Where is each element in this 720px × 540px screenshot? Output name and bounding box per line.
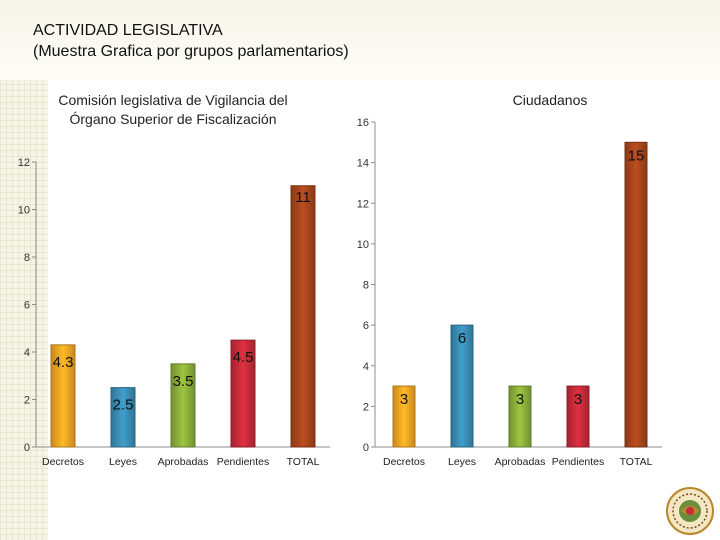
- bar-aprobadas: [508, 385, 532, 448]
- y-tick-label: 10: [18, 205, 30, 217]
- x-tick-label: TOTAL: [620, 456, 653, 468]
- y-tick-label: 10: [357, 239, 369, 251]
- y-tick-label: 2: [363, 401, 369, 413]
- chart-ciudadanos: 0 2 4 6 8 10 12 14 16 3 Decretos 6 Leyes 3 Aprobadas 3 P…: [357, 117, 662, 468]
- bar-leyes: [110, 387, 136, 448]
- y-tick-label: 14: [357, 158, 369, 170]
- y-tick-label: 6: [363, 320, 369, 332]
- y-tick-label: 0: [363, 442, 369, 454]
- data-label: 15: [628, 147, 645, 164]
- coat-of-arms-seal-icon: [666, 487, 714, 535]
- x-tick-label: Aprobadas: [495, 456, 546, 468]
- data-label: 3.5: [173, 373, 194, 390]
- data-label: 3: [574, 391, 582, 408]
- slide-title-line-2: (Muestra Grafica por grupos parlamentari…: [33, 43, 349, 60]
- y-tick-label: 0: [24, 442, 30, 454]
- bar-leyes: [450, 324, 474, 448]
- y-tick-label: 12: [357, 198, 369, 210]
- bar-pendientes: [566, 385, 590, 448]
- chart-vigilancia: 0 2 4 6 8 10 12 4.3 Decretos 2.5 Leyes 3.5 Aprobadas…: [18, 157, 330, 468]
- y-tick-label: 12: [18, 157, 30, 169]
- decorative-side-strip: [0, 0, 48, 540]
- header-background: [0, 0, 720, 80]
- x-tick-label: Pendientes: [217, 456, 270, 468]
- chart-panel-vigilancia: 0 2 4 6 8 10 12 4.3 Decretos 2.5 Leyes 3.5 Aprobadas…: [8, 85, 338, 480]
- data-label: 11: [295, 189, 311, 206]
- y-tick-label: 4: [24, 347, 30, 359]
- x-tick-label: TOTAL: [287, 456, 320, 468]
- x-tick-label: Decretos: [42, 456, 84, 468]
- data-label: 4.3: [53, 354, 74, 371]
- y-tick-label: 2: [24, 395, 30, 407]
- x-tick-label: Pendientes: [552, 456, 605, 468]
- x-tick-label: Leyes: [448, 456, 476, 468]
- data-label: 4.5: [233, 349, 254, 366]
- data-label: 6: [458, 330, 466, 347]
- x-tick-label: Decretos: [383, 456, 425, 468]
- bar-total: [624, 141, 648, 448]
- x-tick-label: Aprobadas: [158, 456, 209, 468]
- y-tick-label: 4: [363, 361, 369, 373]
- slide-title-line-1: ACTIVIDAD LEGISLATIVA: [33, 22, 223, 39]
- bar-aprobadas: [170, 363, 196, 448]
- bar-total: [290, 185, 316, 448]
- data-label: 2.5: [113, 397, 134, 414]
- chart-panel-ciudadanos: 0 2 4 6 8 10 12 14 16 3 Decretos 6 Leyes 3 Aprobadas 3 P…: [340, 85, 670, 480]
- y-tick-label: 8: [363, 280, 369, 292]
- data-label: 3: [400, 391, 408, 408]
- x-tick-label: Leyes: [109, 456, 137, 468]
- y-tick-label: 8: [24, 252, 30, 264]
- y-tick-label: 6: [24, 300, 30, 312]
- bar-decretos: [392, 385, 416, 448]
- chart-title-vigilancia: Comisión legislativa de Vigilancia del Ó…: [58, 92, 288, 127]
- bar-pendientes: [230, 339, 256, 448]
- data-label: 3: [516, 391, 524, 408]
- slide-title: ACTIVIDAD LEGISLATIVA (Muestra Grafica p…: [33, 20, 349, 62]
- bar-decretos: [50, 344, 76, 448]
- y-tick-label: 16: [357, 117, 369, 129]
- chart-title-ciudadanos: Ciudadanos: [512, 92, 588, 108]
